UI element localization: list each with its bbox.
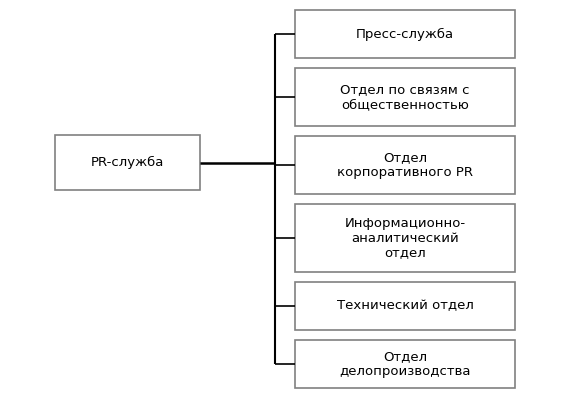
- Text: Информационно-
аналитический
отдел: Информационно- аналитический отдел: [345, 217, 466, 259]
- Bar: [295, 68, 515, 126]
- Bar: [295, 204, 515, 272]
- Bar: [55, 135, 200, 190]
- Text: Пресс-служба: Пресс-служба: [356, 27, 454, 40]
- Text: Технический отдел: Технический отдел: [337, 299, 473, 312]
- Bar: [295, 10, 515, 58]
- Text: PR-служба: PR-служба: [91, 156, 164, 169]
- Bar: [295, 136, 515, 194]
- Text: Отдел
делопроизводства: Отдел делопроизводства: [339, 350, 471, 378]
- Text: Отдел по связям с
общественностью: Отдел по связям с общественностью: [340, 83, 470, 111]
- Bar: [295, 282, 515, 330]
- Bar: [295, 340, 515, 388]
- Text: Отдел
корпоративного PR: Отдел корпоративного PR: [337, 151, 473, 179]
